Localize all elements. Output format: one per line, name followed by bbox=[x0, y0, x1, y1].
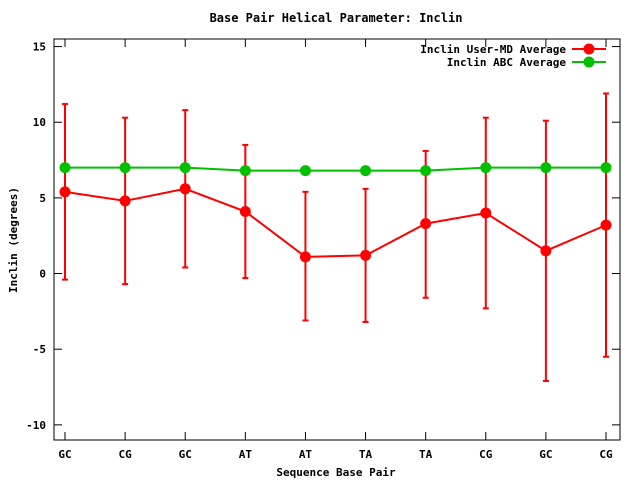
data-point bbox=[239, 206, 251, 218]
data-point bbox=[600, 162, 612, 174]
series-line bbox=[65, 166, 606, 172]
data-point bbox=[420, 218, 432, 230]
series-1 bbox=[59, 162, 612, 177]
y-axis-label: Inclin (degrees) bbox=[7, 187, 20, 293]
y-tick-label: 15 bbox=[33, 41, 46, 54]
series-0 bbox=[59, 92, 612, 382]
data-point bbox=[299, 165, 311, 177]
chart-title: Base Pair Helical Parameter: Inclin bbox=[210, 11, 463, 25]
data-point bbox=[299, 251, 311, 263]
data-point bbox=[360, 249, 372, 261]
x-tick-label: TA bbox=[419, 448, 433, 461]
data-point bbox=[540, 162, 552, 174]
legend-label: Inclin ABC Average bbox=[447, 56, 567, 69]
plot-frame bbox=[53, 38, 621, 441]
x-tick-label: CG bbox=[118, 448, 132, 461]
y-tick-label: -10 bbox=[26, 419, 46, 432]
x-tick-label: GC bbox=[539, 448, 552, 461]
data-point bbox=[59, 186, 71, 198]
y-tick-label: 10 bbox=[33, 116, 46, 129]
legend-label: Inclin User-MD Average bbox=[420, 43, 566, 56]
data-point bbox=[480, 162, 492, 174]
data-point bbox=[59, 162, 71, 174]
data-point bbox=[480, 207, 492, 219]
data-point bbox=[179, 162, 191, 174]
x-tick-label: GC bbox=[179, 448, 192, 461]
x-tick-label: CG bbox=[599, 448, 613, 461]
y-tick-label: -5 bbox=[33, 343, 46, 356]
data-point bbox=[540, 245, 552, 257]
x-tick-label: AT bbox=[299, 448, 313, 461]
plot-area: -10 -5 0 5 10 15 GC CG GC AT AT TA TA CG GC CG bbox=[26, 38, 621, 461]
x-tick-label: TA bbox=[359, 448, 373, 461]
x-tick-label: GC bbox=[58, 448, 71, 461]
data-point bbox=[360, 165, 372, 177]
x-tick-label: CG bbox=[479, 448, 493, 461]
data-point bbox=[420, 165, 432, 177]
data-point bbox=[179, 183, 191, 195]
data-point bbox=[119, 162, 131, 174]
series-layer bbox=[59, 92, 612, 382]
data-point bbox=[119, 195, 131, 207]
y-tick-label: 5 bbox=[39, 192, 46, 205]
data-point bbox=[600, 219, 612, 231]
legend-marker bbox=[583, 43, 595, 55]
data-point bbox=[239, 165, 251, 177]
x-tick-label: AT bbox=[239, 448, 253, 461]
y-tick-label: 0 bbox=[39, 268, 46, 281]
legend-marker bbox=[583, 56, 595, 68]
series-line bbox=[64, 187, 607, 258]
x-axis-label: Sequence Base Pair bbox=[276, 466, 396, 479]
